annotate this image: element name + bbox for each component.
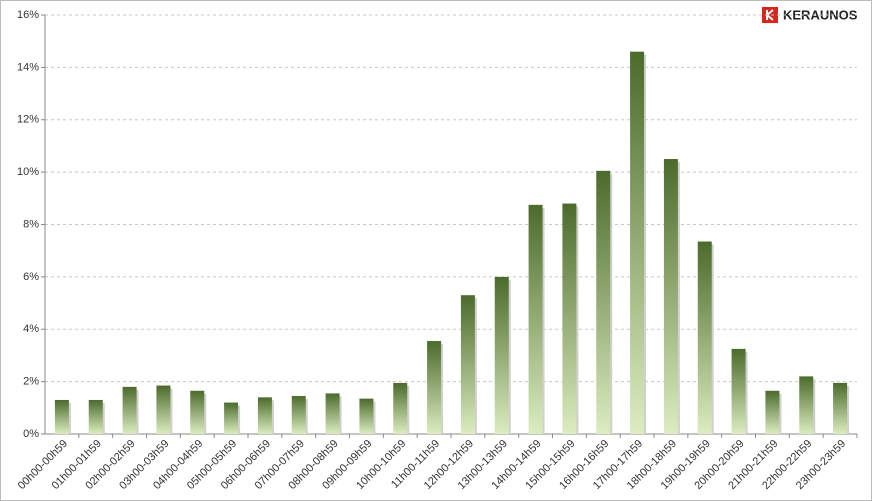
bar bbox=[156, 385, 171, 434]
y-tick-label: 8% bbox=[23, 218, 39, 230]
y-tick-label: 10% bbox=[17, 166, 39, 178]
bar bbox=[54, 399, 69, 434]
bar bbox=[562, 203, 577, 434]
bar bbox=[427, 341, 442, 434]
bar bbox=[325, 393, 340, 434]
y-tick-label: 2% bbox=[23, 376, 39, 388]
bar bbox=[190, 390, 205, 434]
bar bbox=[596, 170, 611, 435]
y-tick-label: 16% bbox=[17, 9, 39, 21]
bar bbox=[291, 396, 306, 434]
bar bbox=[697, 241, 712, 434]
y-tick-label: 14% bbox=[17, 61, 39, 73]
bar bbox=[528, 204, 543, 434]
y-tick-label: 12% bbox=[17, 114, 39, 126]
bar bbox=[460, 295, 475, 434]
bar bbox=[88, 399, 103, 434]
bar bbox=[731, 348, 746, 434]
bar bbox=[799, 376, 814, 434]
y-tick-label: 0% bbox=[23, 428, 39, 440]
logo-icon bbox=[762, 7, 778, 23]
bar bbox=[257, 397, 272, 434]
bar bbox=[122, 386, 137, 434]
bar bbox=[224, 402, 239, 434]
bar bbox=[494, 276, 509, 434]
bar bbox=[663, 159, 678, 434]
y-tick-label: 4% bbox=[23, 323, 39, 335]
bar bbox=[393, 382, 408, 434]
bar bbox=[630, 51, 645, 434]
bar bbox=[765, 390, 780, 434]
bar bbox=[833, 382, 848, 434]
bar bbox=[359, 398, 374, 434]
y-tick-label: 6% bbox=[23, 271, 39, 283]
